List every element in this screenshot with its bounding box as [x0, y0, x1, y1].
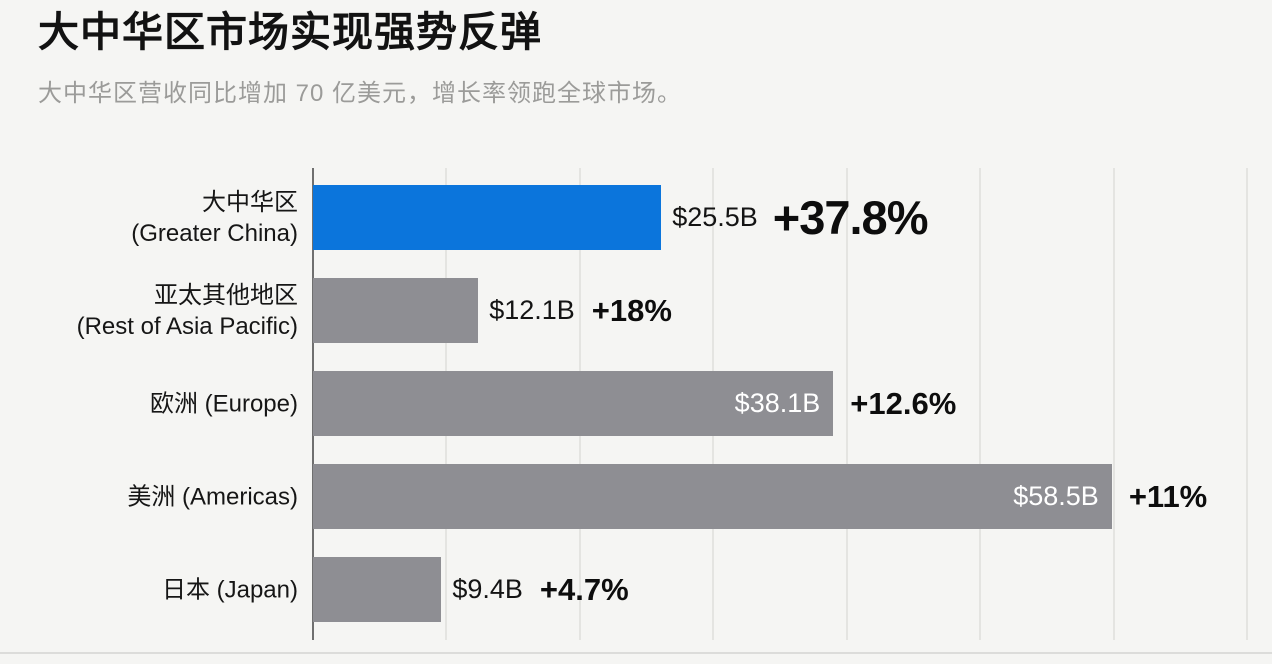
bar-track: $58.5B +11%: [313, 464, 1247, 529]
category-label: 日本 (Japan): [161, 576, 298, 603]
bar: [313, 278, 479, 343]
gridline: [845, 168, 848, 640]
bar-track: $9.4B +4.7%: [313, 557, 1247, 622]
value-label-outside: $25.5B: [672, 202, 758, 232]
bar-row: 大中华区 (Greater China) $25.5B +37.8%: [0, 185, 1272, 250]
growth-label: +12.6%: [850, 385, 957, 421]
bar: [313, 185, 662, 250]
growth-label: +18%: [591, 292, 672, 328]
value-label-outside: $9.4B: [452, 574, 523, 604]
category-label: 欧洲 (Europe): [149, 390, 298, 417]
bar-row: 日本 (Japan) $9.4B +4.7%: [0, 557, 1272, 622]
bar-track: $25.5B +37.8%: [313, 185, 1247, 250]
gridline: [1112, 168, 1115, 640]
gridline: [979, 168, 982, 640]
bar-row: 美洲 (Americas) $58.5B +11%: [0, 464, 1272, 529]
growth-label: +11%: [1128, 478, 1208, 514]
value-label-inside: $38.1B: [734, 388, 821, 418]
bar-row: 亚太其他地区 (Rest of Asia Pacific) $12.1B +18…: [0, 278, 1272, 343]
page-title: 大中华区市场实现强势反弹: [38, 9, 542, 55]
bar-track: $38.1B +12.6%: [313, 371, 1247, 436]
value-label-outside: $12.1B: [489, 295, 575, 325]
bar-chart: 大中华区 (Greater China) $25.5B +37.8% 亚太其他地…: [0, 168, 1272, 640]
growth-label: +4.7%: [539, 571, 629, 607]
bar: $58.5B: [313, 464, 1112, 529]
bar: $38.1B: [313, 371, 834, 436]
bar-track: $12.1B +18%: [313, 278, 1247, 343]
category-label: 美洲 (Americas): [127, 483, 298, 510]
page-subtitle: 大中华区营收同比增加 70 亿美元，增长率领跑全球市场。: [38, 80, 683, 108]
value-label-inside: $58.5B: [1013, 481, 1099, 511]
gridline: [1246, 168, 1248, 640]
category-label: 大中华区 (Greater China): [131, 188, 298, 247]
bar-row: 欧洲 (Europe) $38.1B +12.6%: [0, 371, 1272, 436]
growth-label: +37.8%: [772, 191, 929, 244]
bottom-divider: [0, 652, 1272, 654]
bar: [313, 557, 442, 622]
category-label: 亚太其他地区 (Rest of Asia Pacific): [76, 281, 298, 340]
chart-header: 大中华区市场实现强势反弹 大中华区营收同比增加 70 亿美元，增长率领跑全球市场…: [38, 6, 1242, 108]
